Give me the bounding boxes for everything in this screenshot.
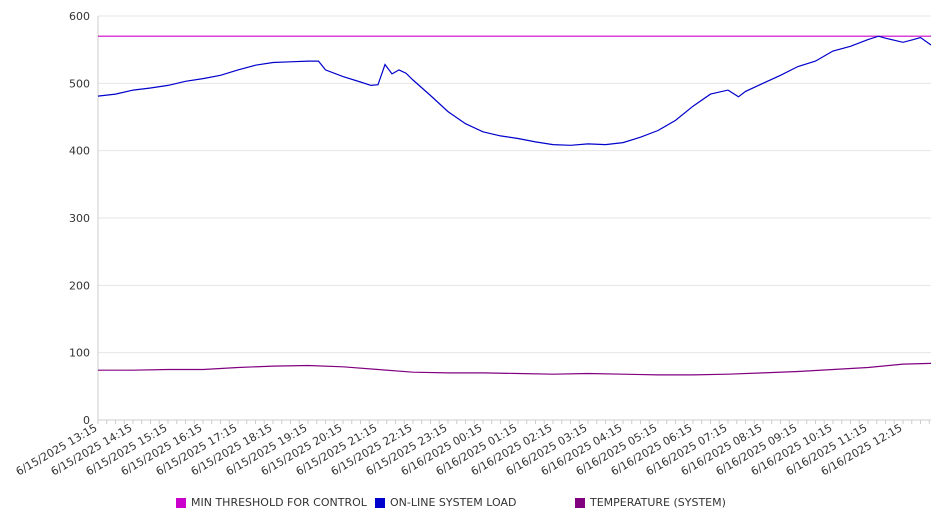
legend-label-threshold: MIN THRESHOLD FOR CONTROL xyxy=(191,496,367,509)
y-tick-label: 600 xyxy=(69,10,90,23)
legend-label-temperature: TEMPERATURE (SYSTEM) xyxy=(590,496,726,509)
legend-swatch-system-load xyxy=(375,497,385,508)
y-tick-label: 0 xyxy=(83,414,90,427)
legend-item-temperature[interactable]: TEMPERATURE (SYSTEM) xyxy=(575,496,726,509)
series-line-2 xyxy=(98,362,932,376)
legend-swatch-threshold xyxy=(176,497,186,508)
legend-item-system-load[interactable]: ON-LINE SYSTEM LOAD xyxy=(375,496,516,509)
y-tick-label: 400 xyxy=(69,145,90,158)
series-line-1 xyxy=(97,35,932,146)
legend: MIN THRESHOLD FOR CONTROL ON-LINE SYSTEM… xyxy=(0,496,946,516)
y-tick-label: 300 xyxy=(69,212,90,225)
legend-swatch-temperature xyxy=(575,497,585,508)
y-tick-label: 500 xyxy=(69,77,90,90)
legend-label-system-load: ON-LINE SYSTEM LOAD xyxy=(390,496,517,509)
y-tick-label: 200 xyxy=(69,279,90,292)
y-tick-label: 100 xyxy=(69,347,90,360)
legend-item-threshold[interactable]: MIN THRESHOLD FOR CONTROL xyxy=(176,496,367,509)
